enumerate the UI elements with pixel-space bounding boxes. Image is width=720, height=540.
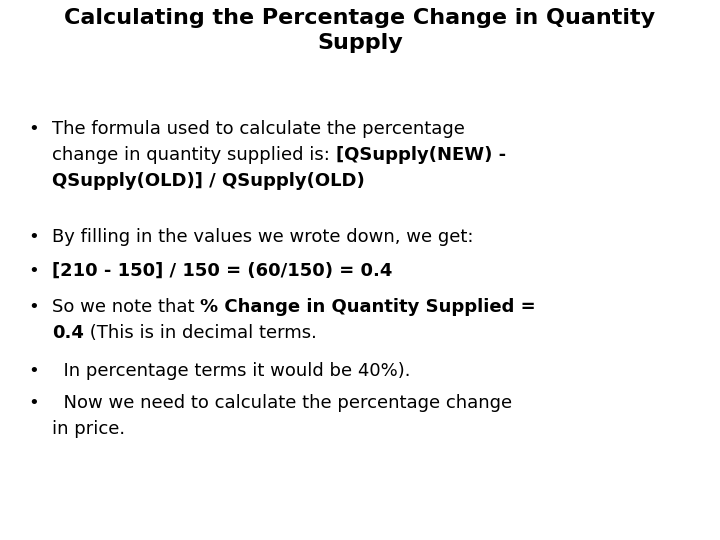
Text: change in quantity supplied is:: change in quantity supplied is: xyxy=(52,146,336,164)
Text: [QSupply(NEW) -: [QSupply(NEW) - xyxy=(336,146,505,164)
Text: QSupply(OLD)] / QSupply(OLD): QSupply(OLD)] / QSupply(OLD) xyxy=(52,172,365,190)
Text: (This is in decimal terms.: (This is in decimal terms. xyxy=(84,324,317,342)
Text: % Change in Quantity Supplied =: % Change in Quantity Supplied = xyxy=(200,298,536,316)
Text: The formula used to calculate the percentage: The formula used to calculate the percen… xyxy=(52,120,465,138)
Text: Calculating the Percentage Change in Quantity
Supply: Calculating the Percentage Change in Qua… xyxy=(64,8,656,53)
Text: •: • xyxy=(28,262,39,280)
Text: •: • xyxy=(28,362,39,380)
Text: So we note that: So we note that xyxy=(52,298,200,316)
Text: •: • xyxy=(28,228,39,246)
Text: [210 - 150] / 150 = (60/150) = 0.4: [210 - 150] / 150 = (60/150) = 0.4 xyxy=(52,262,392,280)
Text: By filling in the values we wrote down, we get:: By filling in the values we wrote down, … xyxy=(52,228,474,246)
Text: Now we need to calculate the percentage change: Now we need to calculate the percentage … xyxy=(52,394,512,412)
Text: •: • xyxy=(28,298,39,316)
Text: •: • xyxy=(28,394,39,412)
Text: In percentage terms it would be 40%).: In percentage terms it would be 40%). xyxy=(52,362,410,380)
Text: in price.: in price. xyxy=(52,420,125,438)
Text: 0.4: 0.4 xyxy=(52,324,84,342)
Text: •: • xyxy=(28,120,39,138)
